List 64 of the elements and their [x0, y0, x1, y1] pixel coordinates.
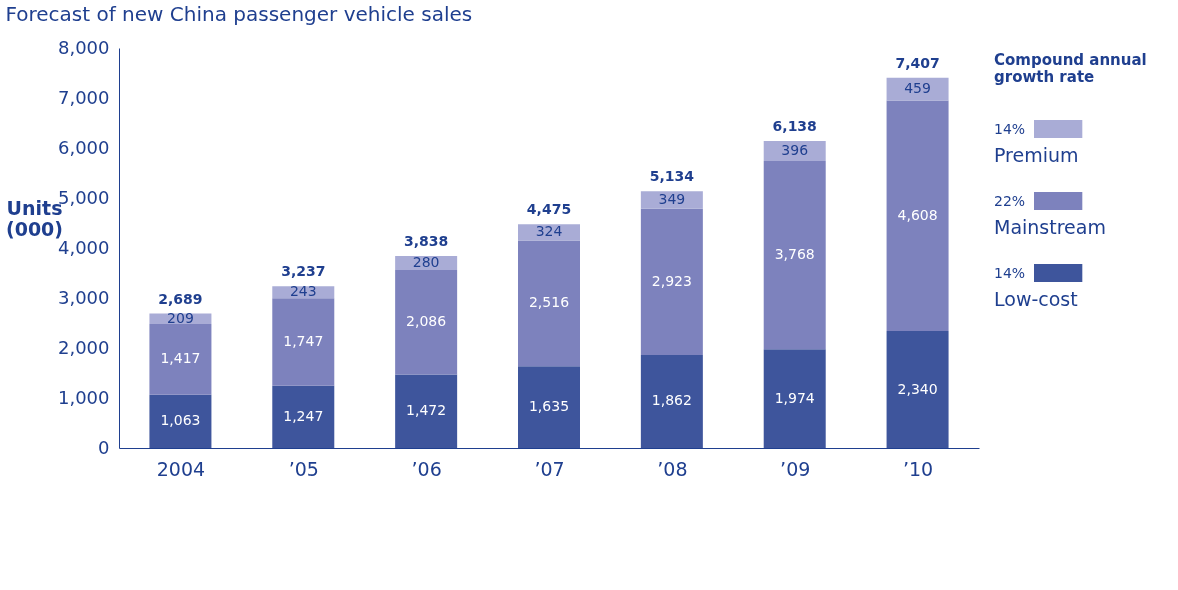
x-tick-label: ’09 — [780, 457, 811, 480]
y-tick-label: 8,000 — [57, 36, 110, 58]
data-label: 1,247 — [283, 407, 324, 424]
text: 14% — [994, 121, 1026, 137]
data-label: 4,608 — [897, 206, 938, 223]
y-tick-label: 1,000 — [57, 386, 110, 408]
bar — [763, 349, 826, 448]
text: 14% — [994, 265, 1026, 281]
legend-title: Compound annual growth rate — [994, 51, 1147, 86]
bar — [518, 240, 580, 367]
total-label: 7,407 — [895, 54, 940, 71]
bar — [149, 324, 212, 395]
chart-title: Forecast of new China passenger vehicle sales — [5, 2, 473, 26]
total-label: 5,134 — [649, 168, 695, 185]
data-label: 1,472 — [406, 402, 447, 419]
y-tick-label: 2,000 — [57, 336, 110, 358]
bar — [272, 385, 335, 448]
x-tick-label: ’08 — [657, 457, 688, 480]
total-label: 3,838 — [403, 233, 449, 250]
data-label: 1,747 — [283, 332, 324, 349]
text: 22% — [994, 193, 1026, 209]
x-tick-label: 2004 — [156, 457, 206, 480]
total-label: 4,475 — [526, 201, 572, 218]
x-tick-label: ’06 — [411, 457, 442, 480]
data-label: 324 — [535, 223, 563, 240]
y-tick-label: 6,000 — [57, 136, 110, 158]
data-label: 243 — [289, 283, 317, 300]
legend-label: Low-cost — [994, 288, 1078, 310]
data-label: 2,923 — [651, 272, 692, 289]
bar — [763, 160, 826, 350]
bar — [149, 394, 212, 448]
bar — [640, 354, 703, 448]
data-label: 2,086 — [406, 313, 447, 330]
y-tick-label: 7,000 — [57, 86, 110, 108]
data-label: 2,516 — [528, 294, 570, 311]
bar — [272, 298, 335, 386]
data-label: 1,862 — [651, 392, 692, 409]
bar — [886, 331, 949, 448]
bar — [518, 366, 580, 448]
data-label: 349 — [658, 191, 686, 208]
total-label: 6,138 — [772, 118, 817, 135]
data-label: 3,768 — [774, 246, 815, 263]
y-tick-label: 0 — [98, 436, 110, 458]
bar — [640, 208, 703, 355]
legend-label: Mainstream — [994, 216, 1106, 238]
data-label: 396 — [781, 142, 809, 158]
bar — [395, 270, 458, 375]
data-label: 1,974 — [774, 389, 815, 406]
x-tick-label: ’10 — [902, 457, 934, 480]
x-tick-label: ’07 — [534, 457, 565, 480]
x-tick-label: ’05 — [288, 457, 319, 480]
legend-label: Premium — [994, 144, 1079, 166]
data-label: 1,635 — [528, 398, 570, 415]
data-label: 459 — [904, 80, 931, 97]
total-label: 2,689 — [158, 290, 203, 307]
data-label: 209 — [167, 309, 194, 326]
data-label: 280 — [412, 254, 440, 271]
data-label: 1,417 — [160, 350, 201, 367]
data-label: 2,340 — [897, 380, 938, 397]
total-label: 3,237 — [281, 263, 326, 280]
data-label: 1,063 — [160, 412, 201, 429]
y-tick-label: 3,000 — [57, 286, 110, 308]
bar — [395, 374, 458, 448]
bar — [886, 100, 949, 331]
